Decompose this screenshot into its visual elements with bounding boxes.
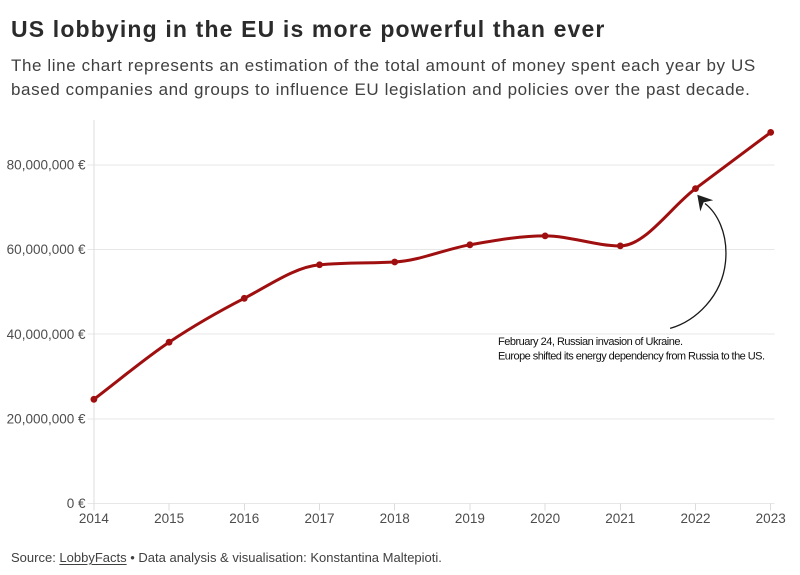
svg-text:2019: 2019 — [455, 511, 485, 526]
svg-text:80,000,000 €: 80,000,000 € — [7, 158, 86, 173]
svg-text:40,000,000 €: 40,000,000 € — [7, 327, 86, 342]
svg-text:2016: 2016 — [229, 511, 259, 526]
svg-text:Europe shifted its energy depe: Europe shifted its energy dependency fro… — [498, 351, 765, 363]
svg-text:2021: 2021 — [605, 511, 635, 526]
svg-text:2018: 2018 — [380, 511, 410, 526]
svg-text:2015: 2015 — [154, 511, 184, 526]
svg-text:2023: 2023 — [756, 511, 786, 526]
svg-text:2017: 2017 — [304, 511, 334, 526]
svg-text:0 €: 0 € — [67, 496, 86, 511]
svg-text:2014: 2014 — [79, 511, 110, 526]
svg-text:February 24, Russian invasion: February 24, Russian invasion of Ukraine… — [498, 336, 683, 348]
svg-text:20,000,000 €: 20,000,000 € — [7, 412, 86, 427]
svg-text:2020: 2020 — [530, 511, 560, 526]
svg-text:2022: 2022 — [680, 511, 710, 526]
svg-text:60,000,000 €: 60,000,000 € — [7, 242, 86, 257]
